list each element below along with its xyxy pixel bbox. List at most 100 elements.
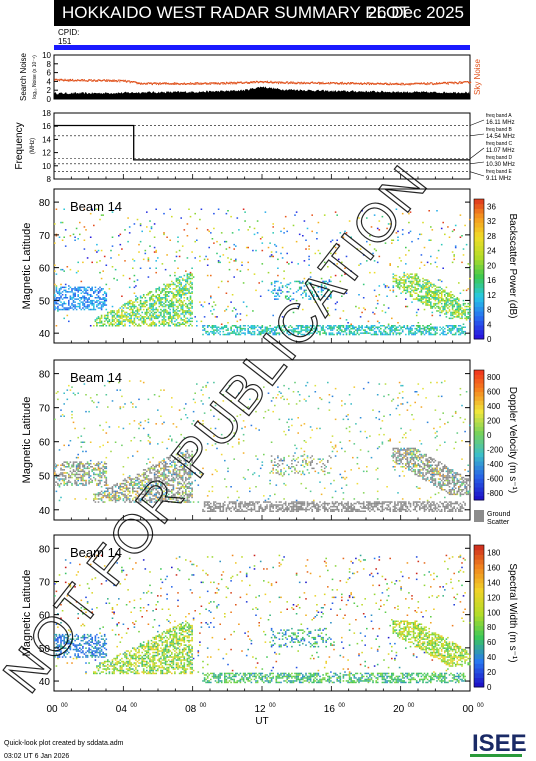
scatter-cell: [111, 314, 114, 317]
scatter-cell: [167, 466, 170, 468]
scatter-cell: [414, 283, 416, 286]
scatter-cell: [177, 277, 179, 280]
scatter-cell: [331, 502, 334, 505]
scatter-cell: [163, 473, 165, 476]
scatter-cell: [188, 289, 190, 292]
scatter-cell: [320, 493, 323, 496]
scatter-cell: [188, 273, 190, 275]
scatter-cell: [89, 288, 92, 290]
scatter-cell: [352, 325, 354, 327]
scatter-cell: [341, 447, 343, 450]
scatter-cell: [74, 473, 76, 476]
scatter-cell: [280, 326, 282, 328]
scatter-cell: [411, 289, 413, 292]
scatter-cell: [196, 325, 198, 327]
scatter-cell: [114, 490, 117, 493]
scatter-cell: [316, 508, 318, 511]
scatter-cell: [69, 481, 72, 483]
scatter-cell: [93, 304, 95, 306]
scatter-cell: [327, 307, 329, 309]
scatter-cell: [119, 389, 122, 391]
scatter-cell: [142, 486, 145, 488]
scatter-cell: [71, 302, 73, 305]
scatter-cell: [278, 508, 281, 511]
scatter-cell: [189, 464, 192, 466]
scatter-cell: [397, 332, 399, 334]
scatter-cell: [284, 484, 287, 486]
scatter-cell: [208, 325, 210, 327]
scatter-cell: [79, 221, 81, 224]
scatter-cell: [322, 289, 324, 292]
scatter-cell: [333, 326, 335, 328]
scatter-cell: [133, 484, 136, 486]
scatter-cell: [350, 508, 352, 511]
scatter-cell: [72, 464, 75, 466]
scatter-cell: [58, 236, 61, 238]
scatter-cell: [417, 330, 420, 333]
scatter-cell: [247, 332, 249, 334]
scatter-cell: [94, 320, 97, 323]
scatter-cell: [153, 487, 156, 489]
scatter-cell: [111, 320, 114, 323]
scatter-cell: [302, 472, 304, 474]
scatter-cell: [153, 302, 156, 305]
scatter-cell: [348, 325, 351, 327]
scatter-cell: [102, 464, 104, 466]
scatter-cell: [133, 280, 136, 283]
scatter-cell: [171, 298, 173, 300]
scatter-cell: [428, 330, 430, 333]
scatter-cell: [177, 299, 179, 302]
scatter-cell: [121, 320, 123, 323]
scatter-cell: [242, 440, 245, 442]
scatter-cell: [280, 458, 282, 460]
scatter-cell: [305, 325, 307, 327]
scatter-cell: [440, 292, 443, 294]
scatter-cell: [122, 307, 125, 309]
scatter-cell: [160, 297, 162, 299]
scatter-cell: [128, 492, 131, 494]
scatter-cell: [80, 478, 83, 480]
scatter-cell: [58, 297, 61, 299]
scatter-cell: [103, 501, 106, 503]
scatter-cell: [80, 475, 83, 477]
scatter-cell: [261, 330, 264, 333]
scatter-cell: [425, 282, 427, 284]
scatter-cell: [164, 466, 167, 468]
scatter-cell: [102, 472, 104, 474]
scatter-cell: [80, 301, 83, 303]
scatter-cell: [225, 248, 228, 250]
scatter-cell: [163, 487, 165, 489]
scatter-cell: [352, 510, 354, 512]
scatter-cell: [71, 304, 73, 306]
scatter-cell: [172, 288, 175, 290]
scatter-cell: [383, 333, 385, 336]
scatter-cell: [267, 392, 270, 394]
scatter-cell: [244, 325, 246, 327]
scatter-cell: [147, 487, 150, 489]
scatter-cell: [189, 493, 192, 496]
scatter-cell: [253, 327, 256, 330]
scatter-cell: [295, 508, 298, 511]
scatter-cell: [177, 490, 179, 493]
scatter-cell: [345, 508, 348, 511]
scatter-cell: [99, 446, 101, 448]
scatter-cell: [352, 504, 354, 506]
scatter-cell: [339, 327, 342, 330]
scatter-cell: [147, 440, 150, 442]
power-colorbar-tick: 12: [487, 291, 496, 300]
scatter-cell: [431, 291, 434, 293]
scatter-cell: [157, 469, 159, 471]
scatter-cell: [256, 501, 259, 503]
scatter-cell: [353, 502, 356, 505]
scatter-cell: [191, 450, 193, 453]
scatter-cell: [189, 492, 192, 494]
scatter-cell: [158, 286, 161, 289]
scatter-cell: [316, 232, 318, 234]
scatter-cell: [185, 414, 187, 416]
scatter-cell: [458, 305, 460, 308]
scatter-cell: [420, 301, 423, 303]
scatter-cell: [266, 501, 268, 503]
scatter-cell: [180, 289, 182, 292]
scatter-cell: [69, 291, 72, 293]
scatter-cell: [191, 251, 193, 253]
